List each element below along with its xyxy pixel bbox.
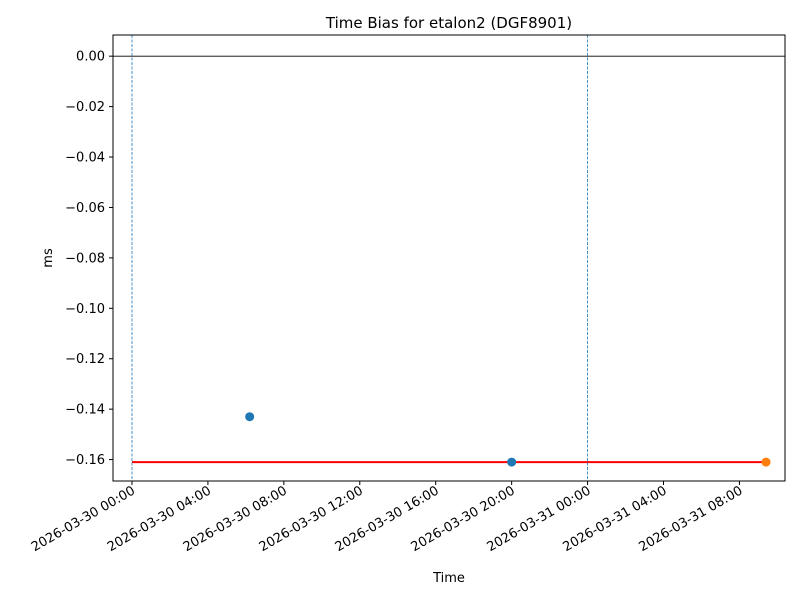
data-point <box>761 457 771 467</box>
y-tick-label: −0.02 <box>65 100 105 115</box>
y-tick-label: −0.16 <box>65 453 105 468</box>
y-tick-label: −0.14 <box>65 403 105 418</box>
y-axis-label: ms <box>41 248 56 268</box>
y-tick-label: 0.00 <box>76 50 105 65</box>
x-axis-label: Time <box>432 571 465 586</box>
chart-title: Time Bias for etalon2 (DGF8901) <box>325 14 572 32</box>
data-point <box>245 412 255 422</box>
y-tick-label: −0.10 <box>65 302 105 317</box>
plot-frame <box>112 34 786 482</box>
y-tick-label: −0.12 <box>65 352 105 367</box>
y-tick-label: −0.06 <box>65 201 105 216</box>
data-point <box>507 457 517 467</box>
y-tick-label: −0.04 <box>65 151 105 166</box>
y-tick-label: −0.08 <box>65 251 105 266</box>
